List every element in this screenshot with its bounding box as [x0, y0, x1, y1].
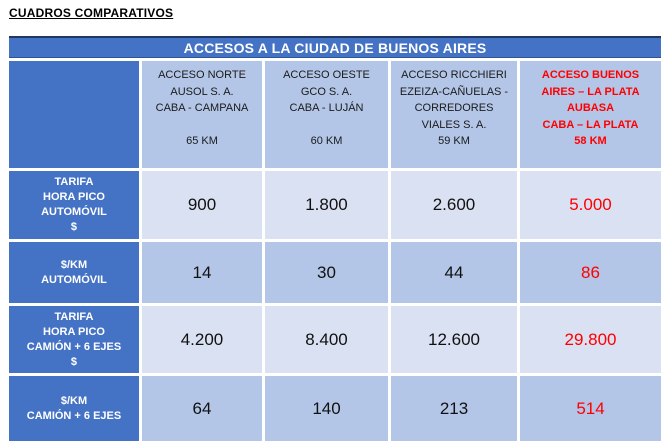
column-header-acceso-oeste: ACCESO OESTE GCO S. A. CABA - LUJÁN 60 K… [265, 61, 388, 168]
corner-cell [9, 61, 139, 168]
table-cell-highlight: 29.800 [520, 306, 661, 373]
column-header-acceso-norte: ACCESO NORTE AUSOL S. A. CABA - CAMPANA … [142, 61, 262, 168]
table-cell: 140 [265, 376, 388, 441]
table-cell: 30 [265, 242, 388, 303]
table-cell: 4.200 [142, 306, 262, 373]
table-cell: 1.800 [265, 171, 388, 239]
table-cell: 2.600 [391, 171, 517, 239]
column-header-acceso-ricchieri: ACCESO RICCHIERI EZEIZA-CAÑUELAS - CORRE… [391, 61, 517, 168]
column-header-acceso-buenos-aires: ACCESO BUENOS AIRES – LA PLATA AUBASA CA… [520, 61, 661, 168]
row-label-tarifa-camion: TARIFA HORA PICO CAMIÓN + 6 EJES $ [9, 306, 139, 373]
table-cell-highlight: 514 [520, 376, 661, 441]
table-cell: 8.400 [265, 306, 388, 373]
row-label-km-automovil: $/KM AUTOMÓVIL [9, 242, 139, 303]
table-cell: 64 [142, 376, 262, 441]
table-cell-highlight: 5.000 [520, 171, 661, 239]
table-cell-highlight: 86 [520, 242, 661, 303]
table-cell: 44 [391, 242, 517, 303]
table-cell: 213 [391, 376, 517, 441]
table-cell: 900 [142, 171, 262, 239]
table-cell: 14 [142, 242, 262, 303]
page-title: CUADROS COMPARATIVOS [9, 6, 174, 20]
table-cell: 12.600 [391, 306, 517, 373]
row-label-km-camion: $/KM CAMIÓN + 6 EJES [9, 376, 139, 441]
row-label-tarifa-automovil: TARIFA HORA PICO AUTOMÓVIL $ [9, 171, 139, 239]
comparative-table: ACCESOS A LA CIUDAD DE BUENOS AIRES ACCE… [9, 36, 661, 441]
table-banner: ACCESOS A LA CIUDAD DE BUENOS AIRES [9, 36, 661, 58]
